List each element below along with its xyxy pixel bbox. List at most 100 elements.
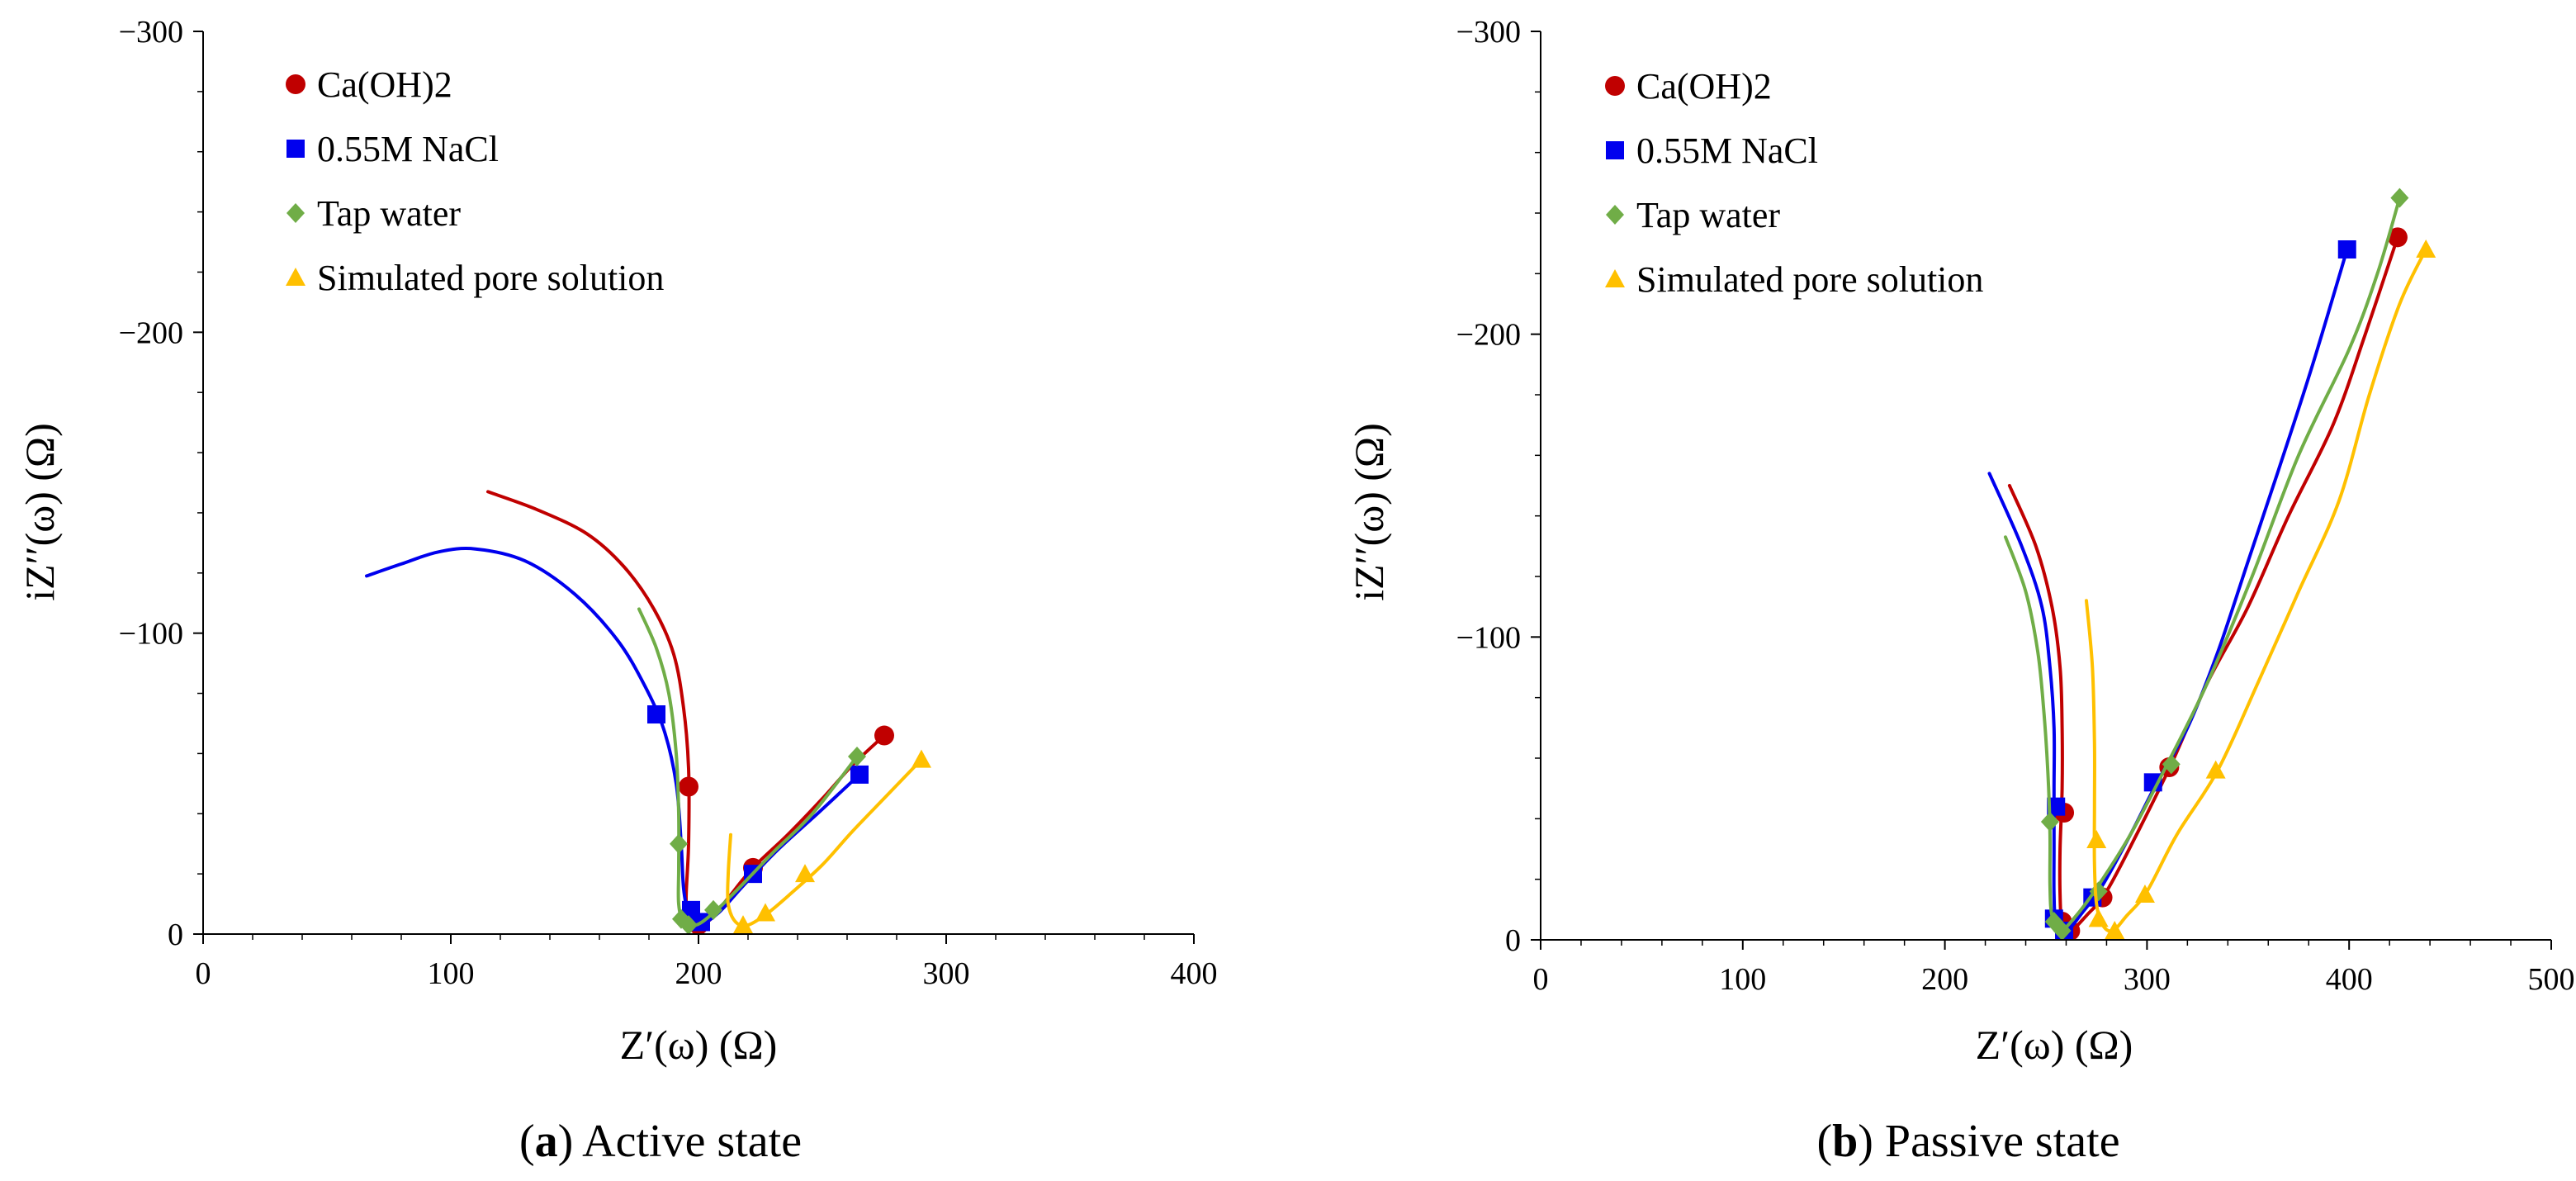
data-point-0-55m-nacl <box>2337 240 2356 258</box>
legend-marker-ca-oh-2 <box>1605 76 1625 96</box>
series-0-55m-nacl <box>365 547 869 932</box>
series-simulated-pore-solution <box>2085 240 2436 939</box>
data-point-ca-oh-2 <box>2387 227 2408 248</box>
x-tick-label: 100 <box>428 956 475 991</box>
data-point-tap-water <box>680 915 698 936</box>
data-point-simulated-pore-solution <box>2105 921 2125 939</box>
x-axis-title-a: Z′(ω) (Ω) <box>620 1022 778 1068</box>
data-point-tap-water <box>704 899 722 920</box>
y-axis-title-b: iZ′′(ω) (Ω) <box>1346 423 1392 600</box>
legend-a: Ca(OH)2 0.55M NaCl Tap water Simulated pore… <box>286 64 664 298</box>
legend-entry-0-55m-nacl: 0.55M NaCl <box>1606 130 1818 171</box>
y-tick-label: −300 <box>119 15 183 50</box>
data-point-simulated-pore-solution <box>795 864 815 883</box>
caption-b: (b) Passive state <box>1816 1116 2119 1167</box>
series-ca-oh-2 <box>2007 227 2408 941</box>
plot-area-b <box>1987 187 2436 941</box>
data-point-simulated-pore-solution <box>2416 240 2436 258</box>
legend-marker-ca-oh-2 <box>286 74 305 94</box>
axes-b: 0 100 200 300 400 500 0 −100 −200 −300 <box>1456 15 2575 997</box>
data-point-0-55m-nacl <box>2143 773 2162 792</box>
x-tick-label: 400 <box>2326 962 2373 997</box>
data-point-simulated-pore-solution <box>2205 760 2226 779</box>
data-point-tap-water <box>2162 754 2181 775</box>
y-axis-title-a: iZ′′(ω) (Ω) <box>17 423 63 600</box>
y-tick-label: 0 <box>168 918 183 952</box>
x-tick-label: 200 <box>1921 962 1968 997</box>
series-ca-oh-2 <box>486 490 894 936</box>
data-point-ca-oh-2 <box>679 776 698 797</box>
x-tick-label: 0 <box>196 956 211 991</box>
series-line-0-55m-nacl <box>1987 248 2349 933</box>
x-tick-label: 400 <box>1171 956 1218 991</box>
y-tick-label: −100 <box>1456 620 1521 655</box>
data-point-ca-oh-2 <box>874 725 894 746</box>
series-tap-water <box>637 607 866 936</box>
data-point-tap-water <box>2390 187 2409 208</box>
legend-marker-0-55m-nacl <box>1606 141 1624 159</box>
legend-entry-ca-oh-2: Ca(OH)2 <box>286 64 452 105</box>
series-line-simulated-pore-solution <box>726 757 923 927</box>
x-tick-label: 300 <box>923 956 970 991</box>
y-tick-label: −300 <box>1456 15 1521 50</box>
legend-label: Tap water <box>1636 195 1780 235</box>
y-tick-label: −200 <box>1456 318 1521 353</box>
plot-area-a <box>365 490 931 936</box>
legend-marker-0-55m-nacl <box>286 140 305 158</box>
series-line-ca-oh-2 <box>486 490 886 927</box>
panel-a-active-state: 0 100 200 300 400 0 −100 −200 −300 Z′(ω) (Ω) iZ′… <box>17 15 1218 1167</box>
legend-label: Tap water <box>317 193 461 234</box>
y-tick-label: −200 <box>119 315 183 350</box>
legend-entry-tap-water: Tap water <box>286 193 461 234</box>
data-point-simulated-pore-solution <box>912 749 931 768</box>
legend-label: 0.55M NaCl <box>317 129 499 169</box>
x-tick-label: 100 <box>1719 962 1766 997</box>
legend-entry-0-55m-nacl: 0.55M NaCl <box>286 129 499 169</box>
legend-marker-simulated-pore-solution <box>1605 269 1625 287</box>
series-0-55m-nacl <box>1987 240 2356 940</box>
x-tick-label: 0 <box>1533 962 1549 997</box>
y-tick-label: −100 <box>119 617 183 652</box>
caption-a-letter: a <box>535 1116 558 1167</box>
x-tick-label: 500 <box>2528 962 2575 997</box>
legend-label: Ca(OH)2 <box>1636 66 1772 107</box>
legend-label: Ca(OH)2 <box>317 64 452 105</box>
legend-label: 0.55M NaCl <box>1636 130 1818 171</box>
series-tap-water <box>2004 187 2409 941</box>
legend-marker-tap-water <box>1606 205 1624 225</box>
caption-a: (a) Active state <box>519 1116 802 1167</box>
legend-entry-simulated-pore-solution: Simulated pore solution <box>286 258 664 298</box>
legend-entry-tap-water: Tap water <box>1606 195 1780 235</box>
data-point-tap-water <box>670 833 688 854</box>
legend-label: Simulated pore solution <box>1636 259 1983 300</box>
x-tick-label: 200 <box>675 956 722 991</box>
legend-b: Ca(OH)2 0.55M NaCl Tap water Simulated pore… <box>1605 66 1983 300</box>
axes-a: 0 100 200 300 400 0 −100 −200 −300 <box>119 15 1218 991</box>
data-point-tap-water <box>848 747 866 767</box>
data-point-0-55m-nacl <box>647 705 665 724</box>
data-point-0-55m-nacl <box>2047 797 2066 816</box>
series-line-0-55m-nacl <box>365 547 861 927</box>
legend-entry-simulated-pore-solution: Simulated pore solution <box>1605 259 1983 300</box>
data-point-simulated-pore-solution <box>2134 885 2155 903</box>
legend-entry-ca-oh-2: Ca(OH)2 <box>1605 66 1772 107</box>
data-point-0-55m-nacl <box>850 765 869 784</box>
x-tick-label: 300 <box>2124 962 2171 997</box>
data-point-tap-water <box>2053 921 2072 941</box>
data-point-simulated-pore-solution <box>2086 830 2107 848</box>
legend-marker-simulated-pore-solution <box>286 268 305 286</box>
y-tick-label: 0 <box>1505 923 1521 958</box>
x-axis-title-b: Z′(ω) (Ω) <box>1976 1022 2133 1068</box>
legend-label: Simulated pore solution <box>317 258 664 298</box>
caption-a-text: Active state <box>582 1116 802 1167</box>
series-simulated-pore-solution <box>726 749 931 934</box>
data-point-simulated-pore-solution <box>733 915 753 934</box>
legend-marker-tap-water <box>286 203 305 223</box>
series-line-simulated-pore-solution <box>2085 248 2428 933</box>
data-point-simulated-pore-solution <box>2088 908 2109 927</box>
caption-b-letter: b <box>1832 1116 1858 1167</box>
data-point-tap-water <box>2040 812 2059 832</box>
data-point-simulated-pore-solution <box>755 903 775 922</box>
